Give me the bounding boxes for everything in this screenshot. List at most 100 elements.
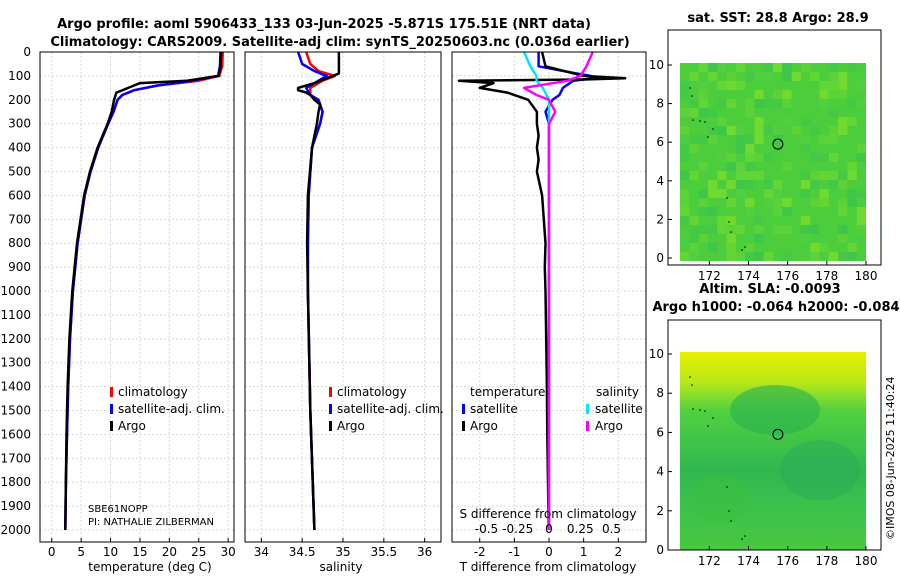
difference-panel: -2 -1 0 1 2 -0.5 -0.25 0 0.25 0.5 S difference f…	[451, 51, 647, 574]
sst-cell	[735, 63, 746, 72]
salinity-legend: climatology satellite-adj. clim. Argo	[329, 385, 444, 433]
depth-tick-label: 1800	[0, 475, 31, 489]
sst-cell	[847, 198, 857, 207]
sst-cell	[707, 189, 718, 198]
depth-tick-label: 2000	[0, 523, 31, 537]
sst-cell	[680, 198, 690, 207]
difference-lines	[457, 51, 627, 531]
t-difference-xlabel: T difference from climatology	[459, 560, 637, 574]
sst-cell	[717, 171, 727, 180]
sst-cell	[745, 162, 755, 171]
sst-cell	[828, 252, 839, 261]
sst-cell	[680, 189, 690, 198]
depth-tick-label: 1700	[0, 451, 31, 465]
x-tick-label: 0	[48, 545, 56, 559]
sst-cell	[735, 171, 746, 180]
sst-cell	[763, 72, 773, 81]
sst-cell	[782, 99, 792, 108]
sst-cell	[717, 63, 727, 72]
figure-title-line1: Argo profile: aoml 5906433_133 03-Jun-20…	[57, 17, 591, 32]
sst-cell	[689, 108, 699, 117]
legend-title-salinity: salinity	[596, 385, 639, 399]
legend-swatch-satellite	[110, 404, 113, 414]
sst-cell	[810, 180, 820, 189]
sst-map-lon-ticks: 172 174 176 178 180	[698, 261, 877, 283]
sst-cell	[856, 99, 866, 108]
legend-swatch-s-argo	[586, 421, 589, 431]
sst-cell	[735, 81, 746, 90]
legend-swatch-argo	[110, 421, 113, 431]
sst-cell	[847, 99, 857, 108]
sst-cell	[680, 252, 690, 261]
series-line-temperature-argo	[457, 51, 627, 531]
depth-tick-label: 0	[23, 45, 31, 59]
sst-cell	[838, 117, 848, 126]
sst-cell	[800, 144, 811, 153]
s-tick-label: 0.5	[602, 522, 621, 536]
imos-timestamp: ©IMOS 08-Jun-2025 11:40:24	[884, 376, 897, 540]
sst-cell	[838, 198, 848, 207]
lat-tick-label: 0	[656, 251, 664, 265]
depth-tick-label: 1000	[0, 284, 31, 298]
legend-title-temperature: temperature	[470, 385, 545, 399]
sst-cell	[689, 171, 699, 180]
sst-cell	[828, 90, 839, 99]
sst-cell	[782, 252, 792, 261]
sst-cell	[707, 135, 718, 144]
sst-cell	[726, 99, 736, 108]
sst-cell	[689, 234, 699, 243]
sla-map-patches	[690, 385, 860, 525]
lon-tick-label: 176	[776, 269, 799, 283]
x-tick-label: 35.5	[370, 545, 397, 559]
sla-coastline-dots	[689, 376, 746, 540]
series-line-salinity-argo	[522, 51, 594, 530]
sst-cell	[773, 207, 783, 216]
x-tick-label: 36	[417, 545, 432, 559]
sla-map-lon-ticks: 172 174 176 178 180	[698, 546, 877, 568]
x-tick-label: -2	[474, 545, 486, 559]
x-tick-label: 30	[220, 545, 235, 559]
sst-cell	[819, 243, 829, 252]
depth-tick-label: 300	[8, 117, 31, 131]
sst-cell	[819, 135, 829, 144]
temperature-panel: 0100200300400500600700800900100011001200…	[0, 45, 235, 574]
lat-tick-label: 2	[656, 504, 664, 518]
legend-label-argo: Argo	[118, 419, 146, 433]
sst-cell	[707, 243, 718, 252]
s-tick-label: 0	[545, 522, 553, 536]
sst-cell	[856, 225, 866, 234]
temperature-legend: climatology satellite-adj. clim. Argo	[110, 385, 225, 433]
sst-cell	[838, 225, 848, 234]
depth-tick-label: 1100	[0, 308, 31, 322]
argo-location-marker	[772, 428, 784, 440]
sst-cell	[828, 72, 839, 81]
sst-cell	[856, 189, 866, 198]
sla-map-axes-box	[667, 319, 882, 551]
salinity-tick-labels: 34 34.5 35 35.5 36	[254, 538, 432, 559]
depth-tick-label: 400	[8, 141, 31, 155]
sst-cell	[735, 144, 746, 153]
salinity-lines	[296, 51, 341, 531]
sst-cell	[763, 153, 773, 162]
legend-label-climatology: climatology	[118, 385, 188, 399]
x-tick-label: 5	[77, 545, 85, 559]
sst-cell	[754, 72, 764, 81]
sst-cell	[745, 135, 755, 144]
argo-location-marker	[772, 138, 784, 150]
sst-cell	[810, 225, 820, 234]
sst-cell	[838, 234, 848, 243]
sst-cell	[763, 198, 773, 207]
sst-cell	[819, 90, 829, 99]
sst-cell	[791, 72, 801, 81]
lat-tick-label: 4	[656, 174, 664, 188]
salinity-grid	[245, 51, 441, 542]
sst-cell	[754, 90, 764, 99]
sst-cell	[800, 234, 811, 243]
x-tick-label: -1	[508, 545, 520, 559]
sst-cell	[735, 189, 746, 198]
sensor-label: SBE61NOPP	[88, 504, 148, 515]
sst-cell	[745, 180, 755, 189]
sst-cell	[800, 135, 811, 144]
sst-cell	[680, 144, 690, 153]
sst-cell	[735, 180, 746, 189]
